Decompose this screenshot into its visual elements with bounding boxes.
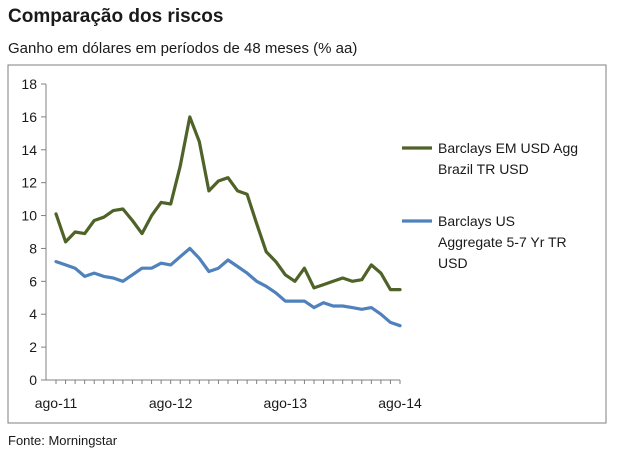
x-tick-label: ago-14	[378, 395, 422, 411]
series-line-1	[54, 115, 402, 292]
legend-label-1: Brazil TR USD	[438, 161, 529, 177]
legend-label-2: Barclays US	[438, 213, 515, 229]
y-tick-label: 0	[29, 372, 37, 388]
x-tick-label: ago-11	[35, 395, 78, 411]
x-tick-label: ago-13	[264, 395, 308, 411]
legend-label-1: Barclays EM USD Agg	[438, 140, 578, 156]
y-tick-label: 6	[29, 273, 37, 289]
series-line-2	[54, 246, 402, 328]
legend-label-2: Aggregate 5-7 Yr TR	[438, 234, 567, 250]
y-tick-label: 4	[29, 306, 37, 322]
chart-title: Comparação dos riscos	[8, 6, 224, 27]
source-note: Fonte: Morningstar	[8, 433, 118, 448]
chart-frame	[7, 64, 607, 424]
chart-subtitle: Ganho em dólares em períodos de 48 meses…	[8, 40, 358, 57]
y-tick-label: 10	[21, 208, 37, 224]
y-tick-label: 18	[21, 76, 37, 92]
y-tick-label: 12	[21, 175, 37, 191]
y-tick-label: 14	[21, 142, 37, 158]
x-tick-label: ago-12	[149, 395, 193, 411]
legend-label-2: USD	[438, 255, 468, 271]
y-tick-label: 2	[29, 339, 37, 355]
chart-legend: Barclays EM USD Agg Brazil TR USD Barclays…	[402, 140, 578, 271]
series-layer	[54, 115, 402, 328]
chart-axes: 0 2 4 6 8 10 12 14 16 18 ago-11 ago-12 ago-13 ago-14	[21, 76, 422, 411]
y-tick-label: 16	[21, 109, 37, 125]
y-tick-label: 8	[29, 240, 37, 256]
